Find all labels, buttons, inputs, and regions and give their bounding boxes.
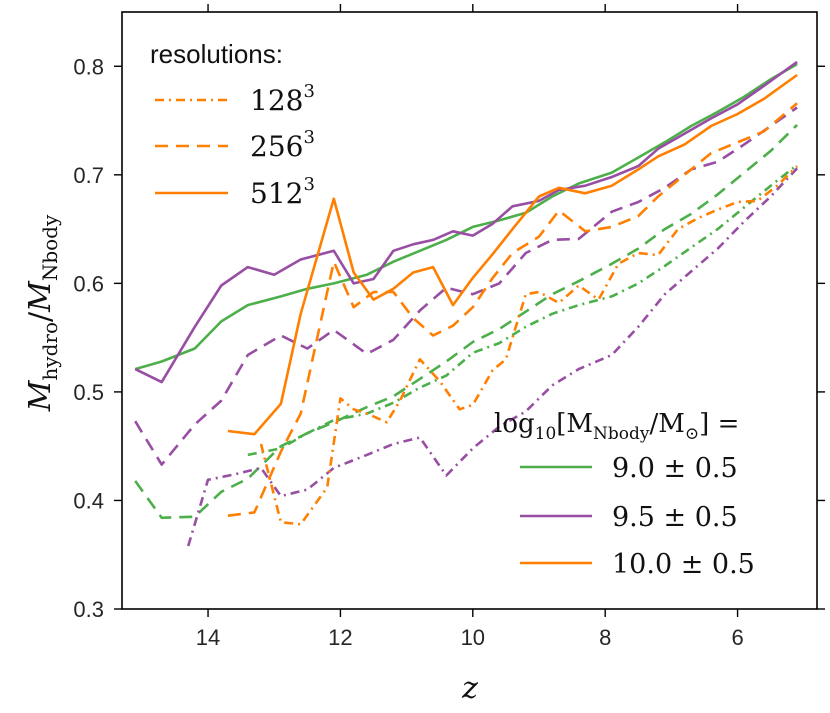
plot-frame	[121, 11, 818, 610]
mass-legend-label-orange: 10.0 ± 0.5	[612, 549, 755, 580]
y-tick-label: 0.4	[73, 488, 104, 513]
mass-legend-title: log10[MNbody/M⊙] =	[494, 409, 739, 444]
y-tick-label: 0.6	[73, 271, 104, 296]
tick-labels: 14 12 10 8 6 0.3 0.4 0.5 0.6 0.7 0.8	[73, 54, 743, 650]
y-tick-label: 0.7	[73, 163, 104, 188]
series-line-green-solid	[134, 62, 798, 371]
x-tick-label: 6	[731, 625, 743, 650]
legend-label-256: 2563	[250, 127, 315, 163]
svg-text:Mhydro/MNbody: Mhydro/MNbody	[23, 214, 62, 412]
series-layer	[134, 60, 799, 547]
x-tick-label: 8	[599, 625, 611, 650]
series-line-orange-solid	[227, 73, 798, 436]
resolution-legend: resolutions: 1283 2563 5123	[150, 39, 315, 210]
series-line-green-dashed	[134, 123, 799, 520]
y-axis-label: Mhydro/MNbody	[23, 214, 62, 412]
mass-legend-label-green: 9.0 ± 0.5	[612, 453, 738, 484]
x-tick-label: 12	[328, 625, 352, 650]
legend-label-128: 1283	[250, 81, 315, 117]
y-tick-label: 0.8	[73, 54, 104, 79]
y-tick-label: 0.5	[73, 380, 104, 405]
x-tick-label: 14	[196, 625, 220, 650]
ticks	[114, 4, 825, 617]
mass-legend: log10[MNbody/M⊙] = 9.0 ± 0.5 9.5 ± 0.5 1…	[494, 409, 755, 580]
resolution-legend-title: resolutions:	[150, 39, 283, 69]
y-tick-label: 0.3	[73, 597, 104, 622]
series-line-orange-dashed	[227, 102, 798, 517]
series-line-purple-dashdot	[186, 167, 799, 547]
series-line-green-dashdot	[247, 163, 798, 457]
legend-label-512: 5123	[250, 174, 315, 210]
series-line-purple-solid	[134, 60, 798, 384]
x-tick-label: 10	[461, 625, 485, 650]
x-axis-label: z	[461, 671, 478, 706]
series-line-orange-dashdot	[259, 165, 799, 526]
mass-legend-label-purple: 9.5 ± 0.5	[612, 502, 738, 533]
